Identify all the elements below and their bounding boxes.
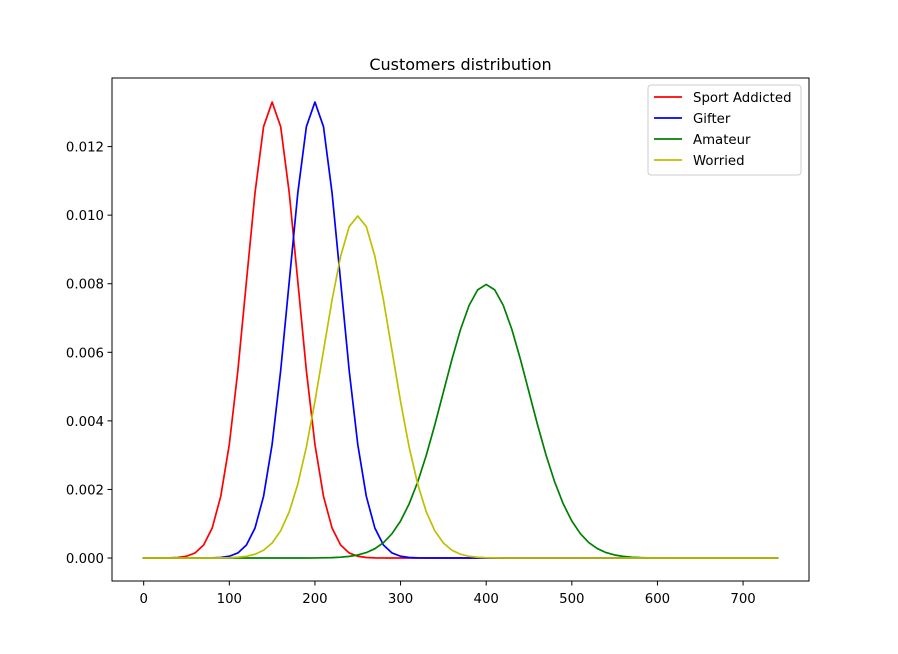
legend-label-sport-addicted: Sport Addicted: [693, 91, 792, 106]
y-tick-label: 0.008: [66, 278, 104, 293]
x-tick-label: 200: [302, 592, 327, 607]
series-line-worried: [142, 215, 779, 559]
y-tick-label: 0.012: [66, 141, 104, 156]
x-tick-label: 0: [139, 592, 147, 607]
x-tick-label: 400: [473, 592, 498, 607]
y-tick-label: 0.004: [66, 415, 104, 430]
legend: Sport Addicted Gifter Amateur Worried: [647, 84, 802, 176]
plot-lines: [142, 101, 779, 559]
x-tick-label: 100: [217, 592, 242, 607]
y-axis: 0.000 0.002 0.004 0.006 0.008 0.010 0.012: [66, 141, 112, 567]
chart-title: Customers distribution: [369, 55, 551, 74]
y-tick-label: 0.010: [66, 209, 104, 224]
x-axis: 0 100 200 300 400 500 600 700: [139, 581, 756, 607]
legend-label-worried: Worried: [693, 154, 745, 169]
legend-label-amateur: Amateur: [693, 133, 751, 148]
y-tick-label: 0.000: [66, 552, 104, 567]
plot-frame: [111, 77, 810, 582]
x-tick-label: 700: [730, 592, 755, 607]
y-tick-label: 0.002: [66, 483, 104, 498]
y-tick-label: 0.006: [66, 346, 104, 361]
x-tick-label: 300: [388, 592, 413, 607]
x-tick-label: 600: [645, 592, 670, 607]
legend-box: [647, 84, 802, 176]
x-tick-label: 500: [559, 592, 584, 607]
legend-label-gifter: Gifter: [693, 112, 731, 127]
